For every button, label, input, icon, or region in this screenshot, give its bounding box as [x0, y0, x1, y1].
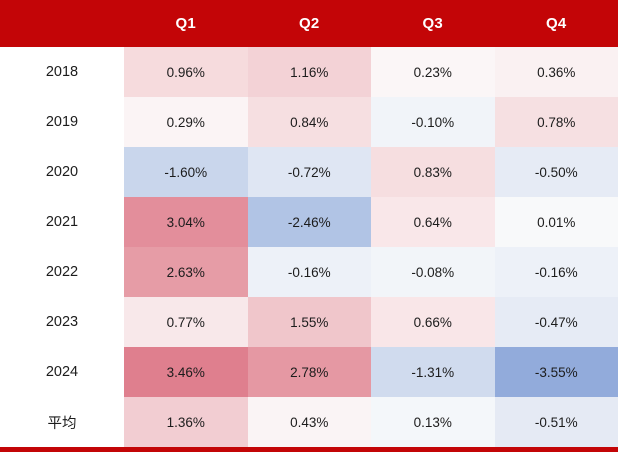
row-label: 2020: [0, 147, 124, 197]
row-label: 2021: [0, 197, 124, 247]
heatmap-cell: 0.84%: [247, 97, 371, 147]
heatmap-cell: 0.77%: [124, 297, 248, 347]
heatmap-cell: -0.51%: [494, 397, 618, 447]
heatmap-cell: -0.50%: [494, 147, 618, 197]
heatmap-cell: 0.96%: [124, 47, 248, 97]
table-row-2021: 2021 3.04% -2.46% 0.64% 0.01%: [0, 197, 618, 247]
table-row-average: 平均 1.36% 0.43% 0.13% -0.51%: [0, 397, 618, 447]
heatmap-cell: 2.78%: [247, 347, 371, 397]
heatmap-cell: 0.29%: [124, 97, 248, 147]
table-row-2018: 2018 0.96% 1.16% 0.23% 0.36%: [0, 47, 618, 97]
heatmap-cell: -2.46%: [247, 197, 371, 247]
heatmap-cell: 1.55%: [247, 297, 371, 347]
heatmap-cell: -0.47%: [494, 297, 618, 347]
heatmap-cell: 0.01%: [494, 197, 618, 247]
heatmap-cell: -0.72%: [247, 147, 371, 197]
heatmap-cell: 1.16%: [247, 47, 371, 97]
heatmap-cell: 0.83%: [371, 147, 495, 197]
heatmap-cell: 0.64%: [371, 197, 495, 247]
column-header-q4: Q4: [546, 15, 567, 32]
heatmap-cell: 0.36%: [494, 47, 618, 97]
row-label: 平均: [0, 397, 124, 447]
header-corner: [0, 0, 124, 47]
table-row-2020: 2020 -1.60% -0.72% 0.83% -0.50%: [0, 147, 618, 197]
heatmap-cell: 0.13%: [371, 397, 495, 447]
table-row-2022: 2022 2.63% -0.16% -0.08% -0.16%: [0, 247, 618, 297]
heatmap-cell: 1.36%: [124, 397, 248, 447]
heatmap-cell: 3.46%: [124, 347, 248, 397]
heatmap-cell: -0.16%: [247, 247, 371, 297]
heatmap-cell: 0.78%: [494, 97, 618, 147]
column-header-q2: Q2: [299, 15, 320, 32]
heatmap-cell: -1.60%: [124, 147, 248, 197]
heatmap-cell: 3.04%: [124, 197, 248, 247]
table-row-2019: 2019 0.29% 0.84% -0.10% 0.78%: [0, 97, 618, 147]
table-row-2024: 2024 3.46% 2.78% -1.31% -3.55%: [0, 347, 618, 397]
row-label: 2022: [0, 247, 124, 297]
row-label: 2024: [0, 347, 124, 397]
row-label: 2019: [0, 97, 124, 147]
heatmap-cell: -3.55%: [494, 347, 618, 397]
footer-accent-bar: [0, 447, 618, 452]
row-label: 2023: [0, 297, 124, 347]
heatmap-cell: 0.66%: [371, 297, 495, 347]
heatmap-cell: -0.16%: [494, 247, 618, 297]
heatmap-cell: -0.10%: [371, 97, 495, 147]
heatmap-cell: -1.31%: [371, 347, 495, 397]
column-header-q3: Q3: [422, 15, 443, 32]
heatmap-cell: 0.43%: [247, 397, 371, 447]
column-header-q1: Q1: [175, 15, 196, 32]
heatmap-cell: 0.23%: [371, 47, 495, 97]
row-label: 2018: [0, 47, 124, 97]
heatmap-cell: -0.08%: [371, 247, 495, 297]
table-row-2023: 2023 0.77% 1.55% 0.66% -0.47%: [0, 297, 618, 347]
heatmap-cell: 2.63%: [124, 247, 248, 297]
header-bar: Q1 Q2 Q3 Q4: [0, 0, 618, 47]
